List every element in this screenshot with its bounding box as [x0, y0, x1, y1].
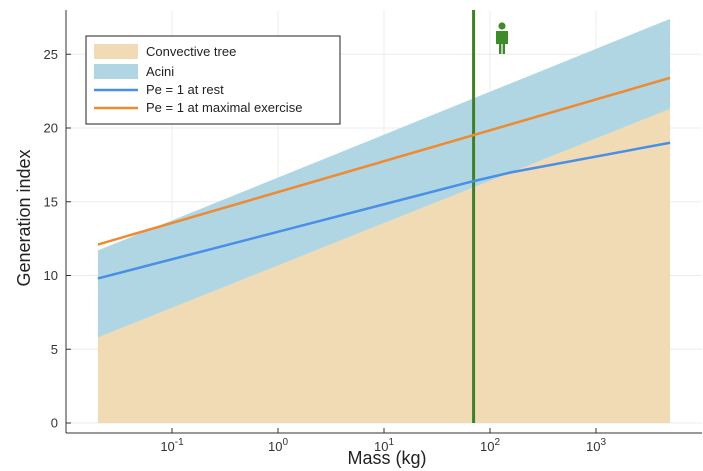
x-tick-label-0: 10-1	[160, 437, 184, 454]
y-tick-label-1: 5	[51, 342, 58, 357]
legend-label-convective-tree: Convective tree	[146, 44, 236, 59]
x-axis-label: Mass (kg)	[347, 448, 426, 468]
legend-label-acini: Acini	[146, 64, 174, 79]
y-axis-label: Generation index	[14, 149, 34, 286]
human-icon	[496, 22, 508, 54]
y-tick-label-5: 25	[44, 47, 58, 62]
legend-swatch-convective-tree	[94, 44, 138, 59]
legend-swatch-acini	[94, 64, 138, 79]
y-tick-label-4: 20	[44, 121, 58, 136]
y-tick-label-0: 0	[51, 416, 58, 431]
y-tick-label-2: 10	[44, 268, 58, 283]
x-tick-label-2: 101	[374, 437, 394, 454]
rest-line	[97, 141, 671, 280]
x-tick-label-4: 103	[586, 437, 606, 454]
ticks: 0 5 10 15 20 25 10-1 100 101 102 103	[44, 47, 607, 454]
legend-label-rest: Pe = 1 at rest	[146, 82, 224, 97]
legend-label-exercise: Pe = 1 at maximal exercise	[146, 100, 302, 115]
y-tick-label-3: 15	[44, 194, 58, 209]
convective-tree-band	[97, 108, 671, 423]
plot-series	[97, 10, 671, 423]
acini-band	[97, 18, 671, 338]
x-tick-label-1: 100	[268, 437, 288, 454]
x-tick-label-3: 102	[480, 437, 500, 454]
legend: Convective tree Acini Pe = 1 at rest Pe …	[85, 35, 341, 125]
exercise-line	[97, 76, 671, 246]
